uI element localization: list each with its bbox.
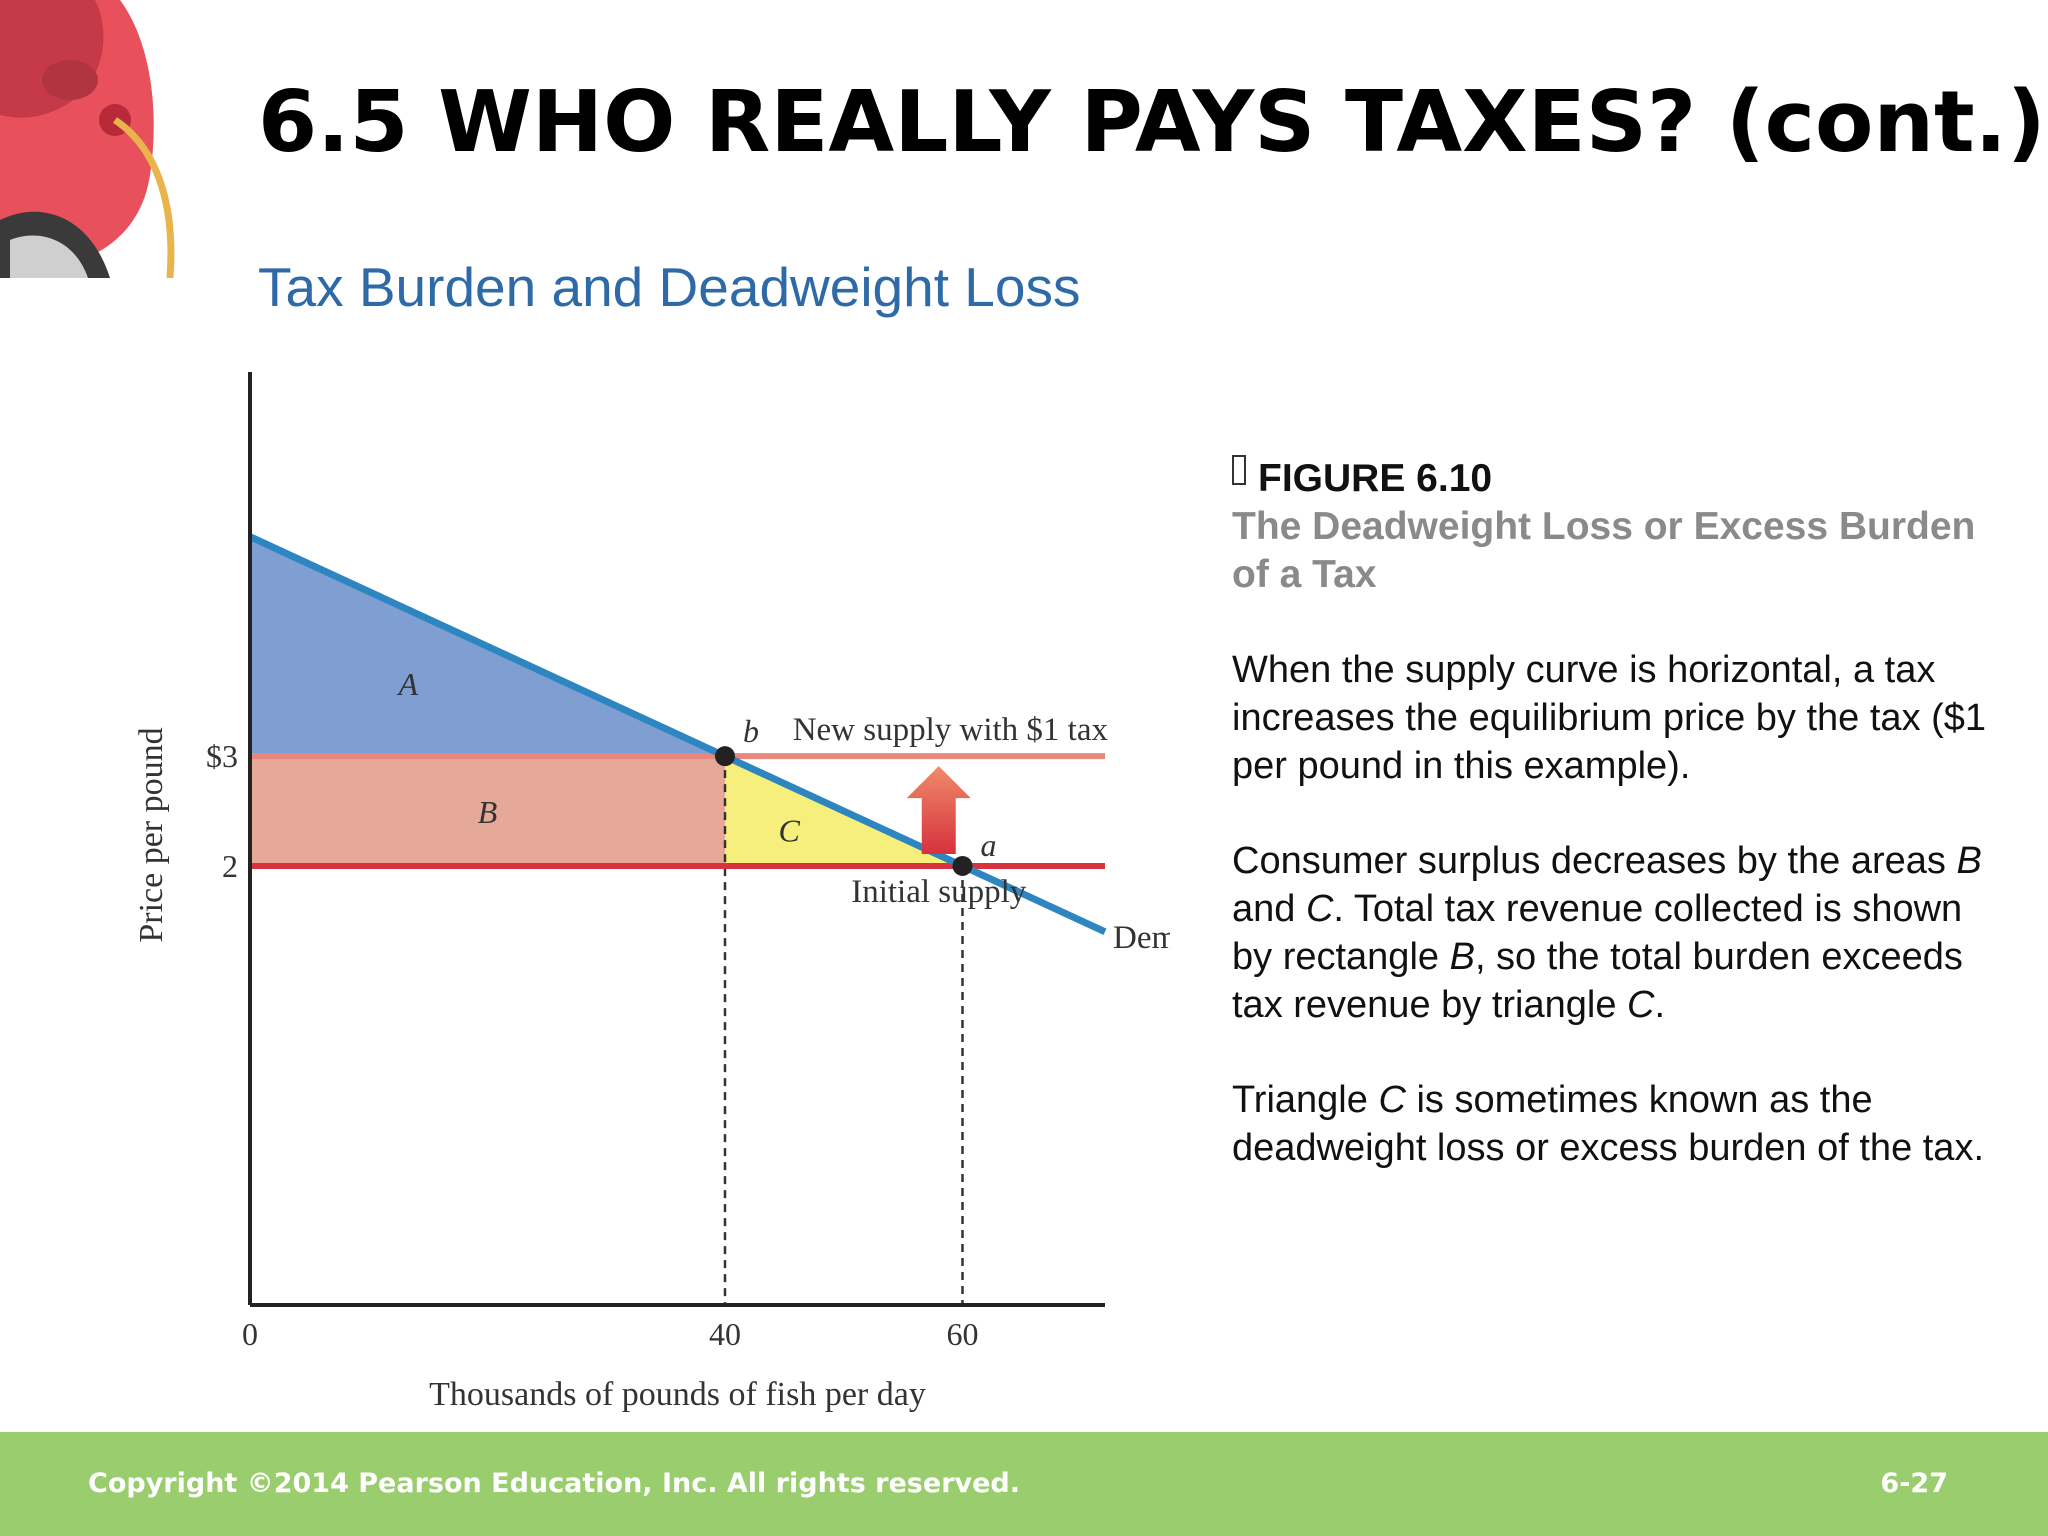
figure-paragraph-italic: C (1305, 888, 1334, 930)
x-tick-label: 0 (242, 1316, 258, 1352)
figure-label: FIGURE 6.10 (1258, 457, 1493, 500)
figure-paragraph: When the supply curve is horizontal, a t… (1232, 646, 1992, 790)
page-number: 6-27 (1880, 1468, 1948, 1499)
y-tick-label: 2 (222, 848, 238, 884)
point-a (952, 855, 973, 876)
tax-arrow-icon (906, 766, 971, 854)
figure-paragraph-italic: C (1627, 984, 1655, 1026)
slide-subtitle: Tax Burden and Deadweight Loss (258, 256, 1081, 318)
area-b (250, 756, 725, 866)
point-label-b: b (743, 713, 759, 749)
series-label-new-supply: New supply with $1 tax (793, 712, 1109, 748)
y-tick-label: $3 (206, 738, 238, 774)
x-axis-label: Thousands of pounds of fish per day (429, 1376, 926, 1413)
figure-chart: A B Cb a 0 40 60 2 $3 Thousands of pounds of fish… (133, 372, 1170, 1413)
copyright-text: Copyright ©2014 Pearson Education, Inc. … (88, 1468, 1021, 1499)
point-b (715, 746, 735, 767)
area-label-a: A (397, 666, 419, 702)
figure-panel: FIGURE 6.10 The Deadweight Loss or Exces… (1232, 455, 1992, 1219)
figure-paragraph: Consumer surplus decreases by the areas … (1232, 837, 1992, 1029)
figure-paragraph-text: . (1654, 984, 1666, 1026)
figure-caption: The Deadweight Loss or Excess Burden of … (1232, 505, 1976, 596)
figure-paragraph: Triangle C is sometimes known as the dea… (1232, 1076, 1992, 1172)
slide-title: 6.5 WHO REALLY PAYS TAXES? (cont.) (258, 73, 2046, 172)
point-label-a: a (981, 827, 997, 863)
figure-paragraph-text: Triangle (1232, 1079, 1379, 1121)
figure-paragraph-italic: C (1378, 1079, 1406, 1121)
figure-paragraph-italic: B (1449, 936, 1475, 978)
figure-paragraph-text: . Total tax revenue collected is shown b… (1232, 888, 1963, 978)
figure-paragraph-text: Consumer surplus decreases by the areas (1232, 840, 1957, 882)
figure-paragraph-italic: B (1956, 840, 1982, 882)
figure-label-row: FIGURE 6.10 (1232, 455, 1992, 503)
footer-bar: Copyright ©2014 Pearson Education, Inc. … (0, 1432, 2048, 1536)
figure-marker-icon (1232, 455, 1246, 485)
figure-paragraph-text: , so the total burden exceeds tax revenu… (1232, 936, 1963, 1026)
series-label-initial-supply: Initial supply (851, 874, 1027, 910)
area-label-b: B (478, 794, 498, 830)
car-illustration (0, 0, 175, 278)
figure-paragraph-text: is sometimes known as the deadweight los… (1232, 1079, 1985, 1169)
figure-paragraph-text: When the supply curve is horizontal, a t… (1232, 649, 1987, 787)
y-axis-label: Price per pound (133, 727, 170, 942)
area-label-c: C (778, 812, 800, 848)
x-tick-label: 40 (709, 1316, 741, 1352)
figure-description: When the supply curve is horizontal, a t… (1232, 646, 1992, 1172)
figure-paragraph-text: and (1232, 888, 1306, 930)
series-label-demand: Demand (1113, 920, 1170, 956)
x-tick-label: 60 (947, 1316, 979, 1352)
